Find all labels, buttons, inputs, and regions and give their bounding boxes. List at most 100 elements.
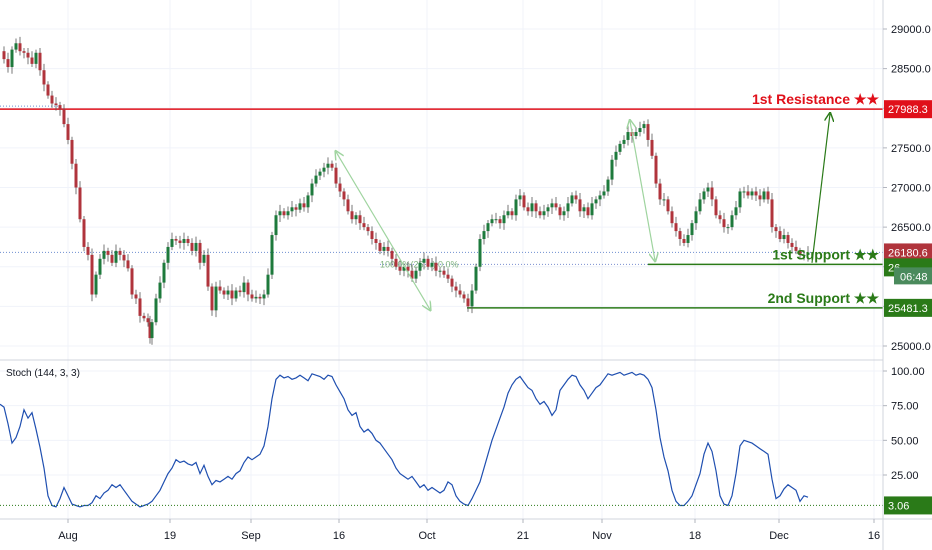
- candle-body: [274, 215, 278, 236]
- candle-body: [386, 246, 390, 251]
- candle-body: [106, 250, 110, 255]
- candle-body: [574, 195, 578, 200]
- candle-body: [742, 191, 746, 193]
- swing-arrow[interactable]: [336, 152, 430, 310]
- candle-body: [446, 274, 450, 279]
- candle-body: [470, 290, 474, 307]
- candle-body: [454, 286, 458, 291]
- price-tick-label: 27000.0: [891, 183, 931, 195]
- candle-body: [122, 254, 126, 261]
- candle-body: [414, 270, 418, 279]
- time-tick-label: 16: [333, 530, 345, 542]
- candle-body: [222, 290, 226, 295]
- candle-body: [486, 223, 490, 232]
- candle-body: [138, 298, 142, 316]
- candle-body: [582, 207, 586, 212]
- candle-body: [490, 219, 494, 224]
- candle-body: [62, 109, 66, 125]
- candle-body: [506, 211, 510, 216]
- price-tick-label: 25000.0: [891, 341, 931, 353]
- candle-body: [90, 254, 94, 295]
- candle-body: [622, 139, 626, 144]
- candle-body: [194, 242, 198, 251]
- time-tick-label: Nov: [592, 530, 612, 542]
- candle-body: [498, 219, 502, 224]
- candle-body: [170, 239, 174, 247]
- candle-body: [258, 296, 262, 299]
- projected-arrow[interactable]: [811, 114, 830, 263]
- candle-body: [154, 298, 158, 323]
- candle-body: [210, 286, 214, 311]
- candle-body: [806, 252, 810, 255]
- candle-body: [550, 203, 554, 208]
- time-tick-label: 18: [689, 530, 701, 542]
- candle-body: [354, 215, 358, 220]
- drawing-arrows[interactable]: [336, 114, 830, 310]
- candle-body: [26, 52, 30, 58]
- candle-body: [78, 187, 82, 220]
- candle-body: [418, 262, 422, 271]
- candle-body: [282, 211, 286, 216]
- candle-body: [118, 250, 122, 255]
- candle-body: [250, 294, 254, 299]
- candle-body: [482, 231, 486, 240]
- support2-badge: 25481.3: [888, 303, 928, 315]
- candle-body: [642, 124, 646, 129]
- price-tick-label: 26500.0: [891, 222, 931, 234]
- candle-body: [114, 250, 118, 263]
- candle-body: [82, 219, 86, 247]
- vertical-grid: [67, 0, 875, 519]
- swing-arrow[interactable]: [630, 121, 655, 260]
- candle-body: [148, 322, 152, 339]
- level-label: 1st Resistance ★★: [752, 91, 879, 107]
- time-axis[interactable]: Aug 19 Sep 16 Oct 21 Nov 18 Dec 16: [58, 519, 880, 542]
- stoch-value-badge: 3.06: [888, 500, 909, 512]
- time-tick-label: 16: [868, 530, 880, 542]
- level-label: 2nd Support ★★: [768, 290, 880, 306]
- candle-body: [234, 290, 238, 299]
- candle-body: [266, 274, 270, 295]
- candle-body: [202, 254, 206, 263]
- candle-body: [398, 266, 402, 271]
- candle-body: [670, 211, 674, 224]
- candle-body: [238, 290, 242, 293]
- candle-body: [678, 231, 682, 240]
- candle-body: [206, 254, 210, 287]
- candle-body: [310, 183, 314, 196]
- candle-body: [718, 215, 722, 220]
- indicator-title[interactable]: Stoch (144, 3, 3): [6, 368, 80, 379]
- candle-body: [442, 270, 446, 275]
- candle-body: [330, 163, 334, 168]
- time-tick-label: 21: [517, 530, 529, 542]
- candle-body: [374, 239, 378, 243]
- time-tick-label: Aug: [58, 530, 78, 542]
- countdown-bg: [894, 267, 932, 285]
- candle-body: [30, 57, 34, 64]
- candle-body: [598, 195, 602, 200]
- candle-body: [346, 199, 350, 212]
- candle-body: [314, 175, 318, 184]
- candle-body: [182, 239, 186, 243]
- candle-body: [358, 215, 362, 224]
- candle-body: [422, 258, 426, 263]
- candle-body: [462, 294, 466, 299]
- candle-body: [254, 296, 258, 299]
- candle-body: [662, 199, 666, 201]
- indicator-axis[interactable]: 100.00 75.00 50.00 25.00: [883, 366, 925, 482]
- candle-body: [434, 262, 438, 271]
- candle-body: [694, 211, 698, 224]
- candle-body: [14, 43, 18, 50]
- candle-body: [594, 199, 598, 204]
- candle-body: [226, 290, 230, 295]
- candle-body: [302, 203, 306, 208]
- candle-body: [786, 235, 790, 243]
- candle-body: [190, 242, 194, 251]
- candle-body: [714, 199, 718, 216]
- candle-body: [230, 290, 234, 299]
- candle-body: [618, 143, 622, 152]
- candle-body: [102, 250, 106, 259]
- candle-body: [686, 235, 690, 243]
- candle-body: [554, 203, 558, 208]
- candle-body: [722, 219, 726, 228]
